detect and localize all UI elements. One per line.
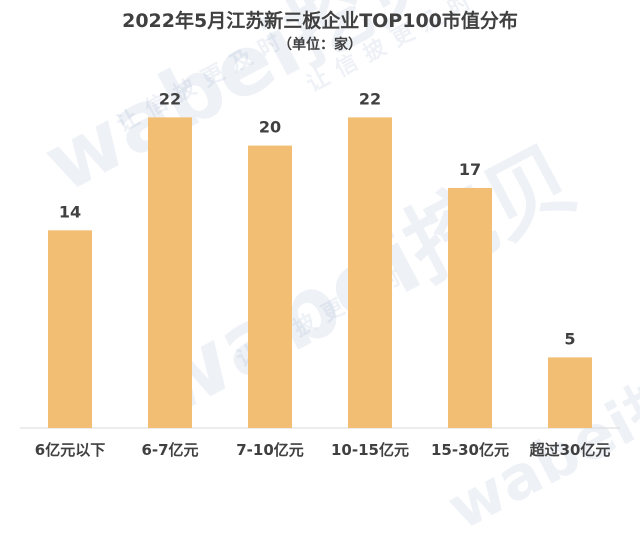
data-label: 20 [259,118,281,137]
x-tick-label: 超过30亿元 [529,441,611,459]
x-tick-label: 7-10亿元 [236,441,304,459]
data-label: 22 [159,89,181,108]
data-label: 22 [359,89,381,108]
x-tick-label: 6亿元以下 [35,441,105,459]
chart-title: 2022年5月江苏新三板企业TOP100市值分布 [122,10,518,32]
bar [348,117,392,429]
data-label: 5 [564,329,575,348]
bar-chart-plot: 14 6亿元以下 22 6-7亿元 20 7-10亿元 22 10-15亿元 17 15-30亿元… [20,89,620,459]
bar [48,230,92,428]
bar [548,357,592,428]
x-tick-label: 6-7亿元 [141,441,198,459]
x-tick-label: 15-30亿元 [431,441,509,459]
bar [248,145,292,428]
bar [448,187,492,428]
data-label: 17 [459,160,481,179]
data-label: 14 [59,202,81,221]
chart-container: wabei挖贝 wabei挖贝 wabei挖贝 让信披更及时 让信披更及时 让信… [20,0,640,544]
chart-subtitle: （单位：家） [278,37,362,53]
x-tick-label: 10-15亿元 [331,441,409,459]
bar [148,117,192,429]
